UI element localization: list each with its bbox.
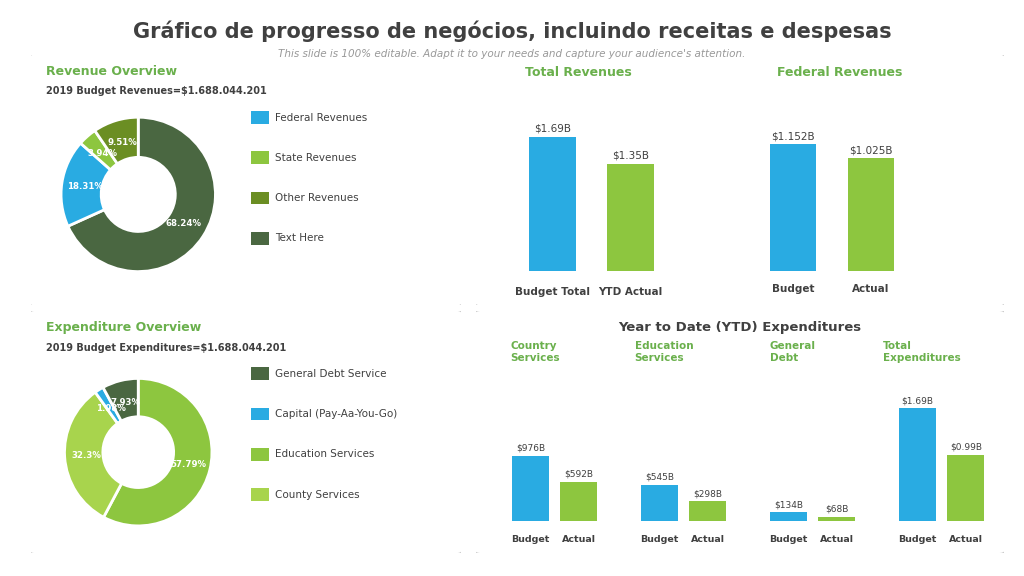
Text: Gráfico de progresso de negócios, incluindo receitas e despesas: Gráfico de progresso de negócios, inclui… xyxy=(133,20,891,41)
Text: 57.79%: 57.79% xyxy=(170,460,206,469)
Wedge shape xyxy=(95,118,138,164)
Text: State Revenues: State Revenues xyxy=(275,153,357,163)
FancyBboxPatch shape xyxy=(473,310,1007,554)
Wedge shape xyxy=(65,392,122,517)
Text: Actual: Actual xyxy=(820,535,854,544)
Bar xyxy=(947,455,984,521)
FancyBboxPatch shape xyxy=(29,310,463,554)
Text: Budget: Budget xyxy=(772,284,814,294)
Text: $545B: $545B xyxy=(645,473,674,482)
Text: 2019 Budget Revenues=$1.688.044.201: 2019 Budget Revenues=$1.688.044.201 xyxy=(46,86,267,96)
Bar xyxy=(818,517,855,521)
Text: General Debt Service: General Debt Service xyxy=(275,369,387,379)
FancyBboxPatch shape xyxy=(29,54,463,306)
Text: Total Revenues: Total Revenues xyxy=(525,66,632,79)
Wedge shape xyxy=(68,118,215,271)
Bar xyxy=(607,164,653,271)
Text: Expenditure Overview: Expenditure Overview xyxy=(46,321,202,335)
Text: $592B: $592B xyxy=(564,469,593,479)
Bar xyxy=(770,145,816,271)
Text: Education
Services: Education Services xyxy=(635,341,693,363)
Text: County Services: County Services xyxy=(275,490,360,500)
Text: $1.35B: $1.35B xyxy=(611,151,649,161)
Text: Budget: Budget xyxy=(640,535,679,544)
Text: $1.69B: $1.69B xyxy=(902,396,934,405)
Text: 18.31%: 18.31% xyxy=(67,182,102,191)
Text: $0.99B: $0.99B xyxy=(950,443,982,452)
Text: Capital (Pay-Aa-You-Go): Capital (Pay-Aa-You-Go) xyxy=(275,409,397,419)
Text: Federal Revenues: Federal Revenues xyxy=(275,112,368,123)
Text: 32.3%: 32.3% xyxy=(72,451,101,460)
Text: 7.93%: 7.93% xyxy=(111,397,140,407)
Text: General
Debt: General Debt xyxy=(770,341,816,363)
Text: Budget: Budget xyxy=(511,535,550,544)
Text: 9.51%: 9.51% xyxy=(108,138,137,147)
Text: Year to Date (YTD) Expenditures: Year to Date (YTD) Expenditures xyxy=(618,321,861,335)
Text: Actual: Actual xyxy=(562,535,596,544)
Text: $134B: $134B xyxy=(774,501,803,509)
Bar xyxy=(512,456,549,521)
Text: $1.152B: $1.152B xyxy=(771,132,815,142)
Text: 3.94%: 3.94% xyxy=(88,149,118,158)
Text: YTD Actual: YTD Actual xyxy=(598,286,663,297)
Text: 1.98%: 1.98% xyxy=(96,404,126,413)
Text: Country
Services: Country Services xyxy=(510,341,560,363)
Bar xyxy=(560,482,597,521)
Bar xyxy=(529,137,575,271)
Text: Budget: Budget xyxy=(769,535,808,544)
Text: $298B: $298B xyxy=(693,489,722,498)
Text: $976B: $976B xyxy=(516,444,545,453)
Text: Text Here: Text Here xyxy=(275,233,325,244)
Bar xyxy=(899,408,936,521)
Text: Budget: Budget xyxy=(898,535,937,544)
Text: Budget Total: Budget Total xyxy=(515,286,590,297)
Bar xyxy=(641,485,678,521)
Text: This slide is 100% editable. Adapt it to your needs and capture your audience's : This slide is 100% editable. Adapt it to… xyxy=(279,49,745,59)
Text: Total
Expenditures: Total Expenditures xyxy=(883,341,961,363)
Text: 68.24%: 68.24% xyxy=(166,219,202,228)
Text: Education Services: Education Services xyxy=(275,449,375,460)
Text: $68B: $68B xyxy=(825,505,849,514)
Text: $1.025B: $1.025B xyxy=(849,146,893,156)
Text: Revenue Overview: Revenue Overview xyxy=(46,65,177,78)
FancyBboxPatch shape xyxy=(473,54,1007,306)
Text: Other Revenues: Other Revenues xyxy=(275,193,359,203)
Text: $1.69B: $1.69B xyxy=(534,124,571,134)
Text: Actual: Actual xyxy=(852,284,890,294)
Text: Actual: Actual xyxy=(691,535,725,544)
Text: 2019 Budget Expenditures=$1.688.044.201: 2019 Budget Expenditures=$1.688.044.201 xyxy=(46,343,287,353)
Wedge shape xyxy=(95,388,121,423)
Text: Actual: Actual xyxy=(949,535,983,544)
Wedge shape xyxy=(103,378,212,526)
Bar xyxy=(848,158,894,271)
Bar xyxy=(689,501,726,521)
Wedge shape xyxy=(103,378,138,421)
Wedge shape xyxy=(61,143,111,226)
Wedge shape xyxy=(81,131,118,170)
Bar xyxy=(770,512,807,521)
Text: Federal Revenues: Federal Revenues xyxy=(777,66,902,79)
